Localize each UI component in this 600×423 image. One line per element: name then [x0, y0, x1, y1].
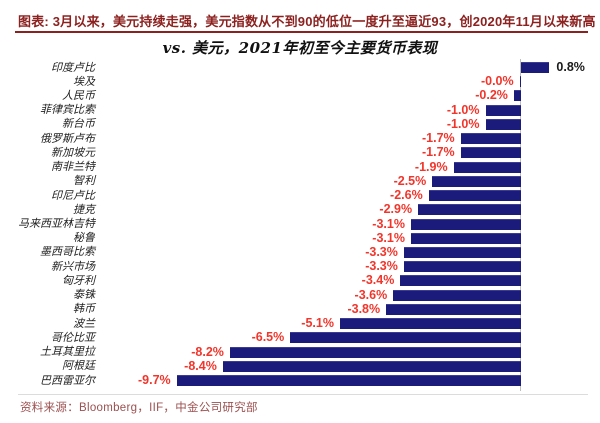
value-label: -3.6%: [354, 287, 388, 302]
bar: [403, 246, 521, 258]
value-label: -3.3%: [365, 259, 398, 274]
bar: [485, 104, 521, 116]
kicker-rule: [15, 31, 588, 33]
value-label: -1.9%: [414, 159, 448, 174]
category-label: 新兴市场: [51, 259, 95, 273]
bar: [519, 76, 521, 88]
category-label: 新台币: [62, 117, 95, 131]
value-label: -2.6%: [390, 188, 423, 203]
value-label: -8.4%: [184, 358, 217, 373]
figure-kicker-title: 图表: 3月以来，美元持续走强，美元指数从不到90的低位一度升至逼近93，创20…: [18, 14, 596, 29]
bar: [460, 133, 521, 145]
category-label: 人民币: [62, 88, 95, 102]
category-label: 巴西雷亚尔: [40, 373, 95, 387]
category-label: 韩币: [73, 302, 95, 316]
value-label: -1.0%: [446, 102, 480, 117]
value-label: -6.5%: [251, 330, 285, 345]
value-label: -9.7%: [138, 373, 171, 388]
value-label: -1.7%: [422, 131, 455, 146]
category-label: 匈牙利: [62, 273, 95, 287]
category-label: 波兰: [73, 316, 95, 330]
footer-rule: [18, 394, 588, 395]
category-label: 泰铢: [73, 288, 95, 302]
bar: [386, 303, 521, 315]
bar: [403, 261, 521, 273]
value-label: -1.7%: [422, 145, 455, 160]
bar: [176, 375, 521, 387]
bar: [393, 289, 521, 301]
bar: [460, 147, 521, 159]
category-label: 捷克: [73, 202, 95, 216]
bar: [432, 175, 521, 187]
value-label: -3.4%: [361, 273, 395, 288]
value-label: -0.2%: [475, 88, 508, 103]
value-label: 0.8%: [556, 60, 585, 74]
bar: [400, 275, 521, 287]
bar: [428, 190, 521, 202]
value-label: -2.5%: [393, 173, 427, 188]
category-label: 印尼卢比: [51, 188, 95, 202]
category-label: 秘鲁: [73, 231, 95, 245]
category-label: 马来西亚林吉特: [18, 217, 95, 231]
value-label: -1.0%: [446, 116, 480, 131]
category-label: 智利: [73, 174, 95, 188]
category-label: 新加坡元: [51, 145, 95, 159]
value-label: -3.1%: [372, 216, 405, 231]
category-label: 埃及: [73, 74, 95, 88]
value-label: -0.0%: [480, 74, 514, 89]
category-label: 墨西哥比索: [40, 245, 95, 259]
bar: [418, 204, 521, 216]
bar: [513, 90, 521, 102]
bar: [410, 232, 521, 244]
bar: [485, 118, 521, 130]
category-label: 阿根廷: [62, 359, 95, 373]
category-label: 哥伦比亚: [51, 330, 95, 344]
category-label: 俄罗斯卢布: [40, 131, 95, 145]
value-label: -3.3%: [365, 244, 398, 259]
category-label: 菲律宾比索: [40, 103, 95, 117]
value-label: -8.2%: [191, 344, 224, 359]
bar: [339, 318, 521, 330]
value-label: -2.9%: [379, 202, 413, 217]
value-label: -3.1%: [372, 230, 405, 245]
bar: [410, 218, 521, 230]
bar: [521, 62, 550, 73]
value-label: -5.1%: [301, 316, 334, 331]
bar: [229, 346, 521, 358]
source-note: 资料来源：Bloomberg，IIF，中金公司研究部: [20, 402, 258, 414]
value-label: -3.8%: [347, 301, 381, 316]
category-label: 印度卢比: [51, 60, 95, 74]
bar: [453, 161, 521, 173]
bar: [222, 360, 521, 372]
category-label: 南非兰特: [51, 160, 95, 174]
category-label: 土耳其里拉: [40, 345, 95, 359]
chart-title: vs. 美元，2021年初至今主要货币表现: [162, 39, 438, 57]
bar: [290, 332, 521, 344]
